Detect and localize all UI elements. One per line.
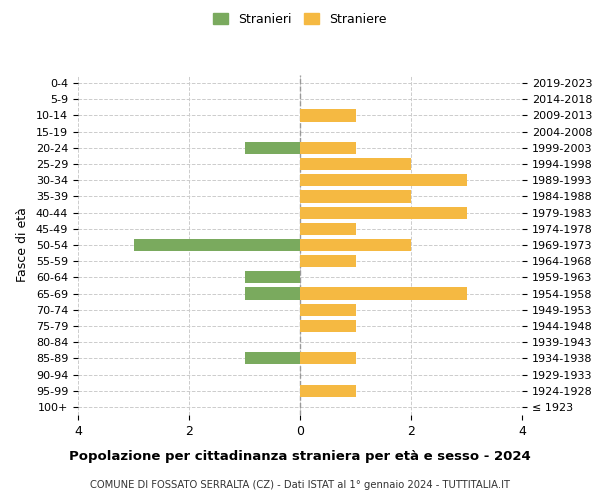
Bar — [133, 239, 300, 251]
Bar — [300, 158, 411, 170]
Bar — [300, 320, 355, 332]
Bar — [300, 384, 355, 397]
Bar — [300, 304, 355, 316]
Bar — [300, 142, 355, 154]
Bar — [245, 352, 300, 364]
Bar — [300, 174, 467, 186]
Bar — [300, 352, 355, 364]
Bar — [245, 288, 300, 300]
Bar — [300, 110, 355, 122]
Bar — [300, 190, 411, 202]
Bar — [245, 142, 300, 154]
Bar — [300, 255, 355, 268]
Bar — [300, 239, 411, 251]
Bar — [300, 206, 467, 218]
Text: COMUNE DI FOSSATO SERRALTA (CZ) - Dati ISTAT al 1° gennaio 2024 - TUTTITALIA.IT: COMUNE DI FOSSATO SERRALTA (CZ) - Dati I… — [90, 480, 510, 490]
Y-axis label: Anni di nascita: Anni di nascita — [596, 198, 600, 291]
Bar — [245, 272, 300, 283]
Legend: Stranieri, Straniere: Stranieri, Straniere — [207, 6, 393, 32]
Bar — [300, 288, 467, 300]
Bar — [300, 222, 355, 235]
Text: Popolazione per cittadinanza straniera per età e sesso - 2024: Popolazione per cittadinanza straniera p… — [69, 450, 531, 463]
Y-axis label: Fasce di età: Fasce di età — [16, 208, 29, 282]
